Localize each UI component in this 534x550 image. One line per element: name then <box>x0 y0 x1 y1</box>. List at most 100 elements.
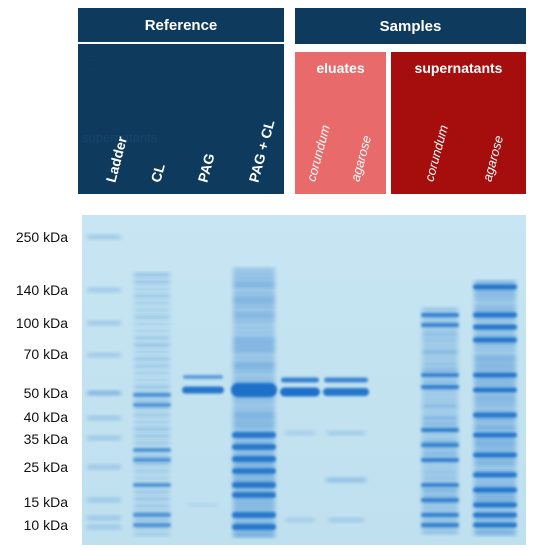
supernatant-agarose-band <box>473 503 517 508</box>
supernatant-corundum-band <box>422 465 458 468</box>
cl-band <box>134 337 170 340</box>
pagcl-band <box>232 492 276 498</box>
supernatant-corundum-band <box>421 458 459 462</box>
supernatant-agarose-band <box>473 513 517 518</box>
supernatant-agarose-band <box>474 367 516 370</box>
pagcl-band <box>233 464 275 467</box>
eluate-agarose-band <box>323 388 369 396</box>
cl-band <box>134 330 170 333</box>
cl-band <box>134 498 170 501</box>
supernatant-corundum-band <box>422 399 458 402</box>
supernatant-agarose-band <box>474 332 516 335</box>
pagcl-band <box>233 334 275 337</box>
supernatant-corundum-band <box>422 393 458 396</box>
supernatant-agarose-band <box>473 453 517 458</box>
ladder-band <box>87 322 121 325</box>
eluate-agarose-band <box>326 479 366 482</box>
cl-band <box>134 533 170 536</box>
supernatant-corundum-band <box>422 423 458 426</box>
pagcl-band <box>233 424 275 427</box>
cl-band <box>134 463 170 466</box>
supernatant-corundum-band <box>421 428 459 432</box>
pagcl-band <box>233 499 275 502</box>
supernatant-agarose-band <box>473 488 517 493</box>
supernatant-corundum-band <box>422 339 458 342</box>
pagcl-band <box>233 294 275 297</box>
pag-band <box>182 387 224 394</box>
pagcl-band <box>233 269 275 272</box>
supernatant-agarose-band <box>474 382 516 385</box>
pagcl-band <box>232 432 276 438</box>
supernatant-corundum-band <box>422 363 458 366</box>
cl-band <box>133 458 171 462</box>
marker-label-25: 25 kDa <box>4 459 68 475</box>
ladder-band <box>87 437 121 440</box>
ladder-band <box>87 392 121 395</box>
supernatant-agarose-band <box>474 352 516 355</box>
supernatant-corundum-band <box>421 498 459 502</box>
cl-band <box>134 316 170 319</box>
pagcl-band <box>233 519 275 522</box>
pagcl-band <box>233 509 275 512</box>
marker-label-40: 40 kDa <box>4 409 68 425</box>
supernatant-agarose-band <box>474 532 516 535</box>
supernatant-agarose-band <box>474 357 516 360</box>
gel-image <box>82 215 526 545</box>
cl-band <box>134 456 170 459</box>
supernatant-corundum-band <box>422 405 458 408</box>
pagcl-band <box>233 284 275 287</box>
pagcl-band <box>233 309 275 312</box>
supernatant-corundum-band <box>421 443 459 447</box>
pagcl-band <box>233 274 275 277</box>
supernatant-agarose-band <box>474 482 516 485</box>
cl-band <box>134 295 170 298</box>
supernatant-agarose-band <box>473 373 517 378</box>
pagcl-band <box>233 404 275 407</box>
cl-band <box>134 428 170 431</box>
supernatant-corundum-band <box>422 453 458 456</box>
supernatant-agarose-band <box>474 462 516 465</box>
supernatant-corundum-band <box>421 373 459 377</box>
supernatant-corundum-band <box>421 323 459 327</box>
pagcl-band <box>233 379 275 382</box>
supernatant-agarose-band <box>473 413 517 418</box>
supernatant-corundum-band <box>422 507 458 510</box>
supernatant-corundum-band <box>422 531 458 534</box>
eluates-title: eluates <box>295 60 386 76</box>
pagcl-band <box>233 314 275 317</box>
cl-band <box>134 386 170 389</box>
supernatant-agarose-band <box>474 467 516 470</box>
supernatant-agarose-band <box>473 523 517 528</box>
ladder-band <box>87 517 121 520</box>
supernatant-corundum-band <box>422 381 458 384</box>
ladder-band <box>87 354 121 357</box>
cl-band <box>133 403 171 407</box>
pag-band <box>188 504 218 506</box>
pagcl-band <box>233 324 275 327</box>
supernatant-corundum-band <box>422 345 458 348</box>
cl-band <box>134 309 170 312</box>
supernatant-agarose-band <box>473 433 517 438</box>
supernatant-corundum-band <box>422 417 458 420</box>
supernatant-corundum-band <box>421 523 459 527</box>
supernatant-corundum-band <box>422 333 458 336</box>
cl-band <box>133 448 171 452</box>
cl-band <box>134 379 170 382</box>
supernatant-agarose-band <box>474 302 516 305</box>
supernatant-agarose-band <box>473 313 517 318</box>
cl-band <box>134 477 170 480</box>
pagcl-band <box>233 374 275 377</box>
cl-band <box>134 414 170 417</box>
cl-band <box>134 288 170 291</box>
supernatant-corundum-band <box>422 369 458 372</box>
supernatant-agarose-band <box>474 402 516 405</box>
ghost-text-2: … <box>88 58 101 73</box>
supernatant-agarose-band <box>473 338 517 343</box>
marker-label-250: 250 kDa <box>4 229 68 245</box>
reference-title: Reference <box>78 8 284 42</box>
ladder-band <box>87 499 121 502</box>
pagcl-band <box>233 429 275 432</box>
supernatant-agarose-band <box>474 407 516 410</box>
eluate-agarose-band <box>327 432 365 435</box>
cl-band <box>134 400 170 403</box>
